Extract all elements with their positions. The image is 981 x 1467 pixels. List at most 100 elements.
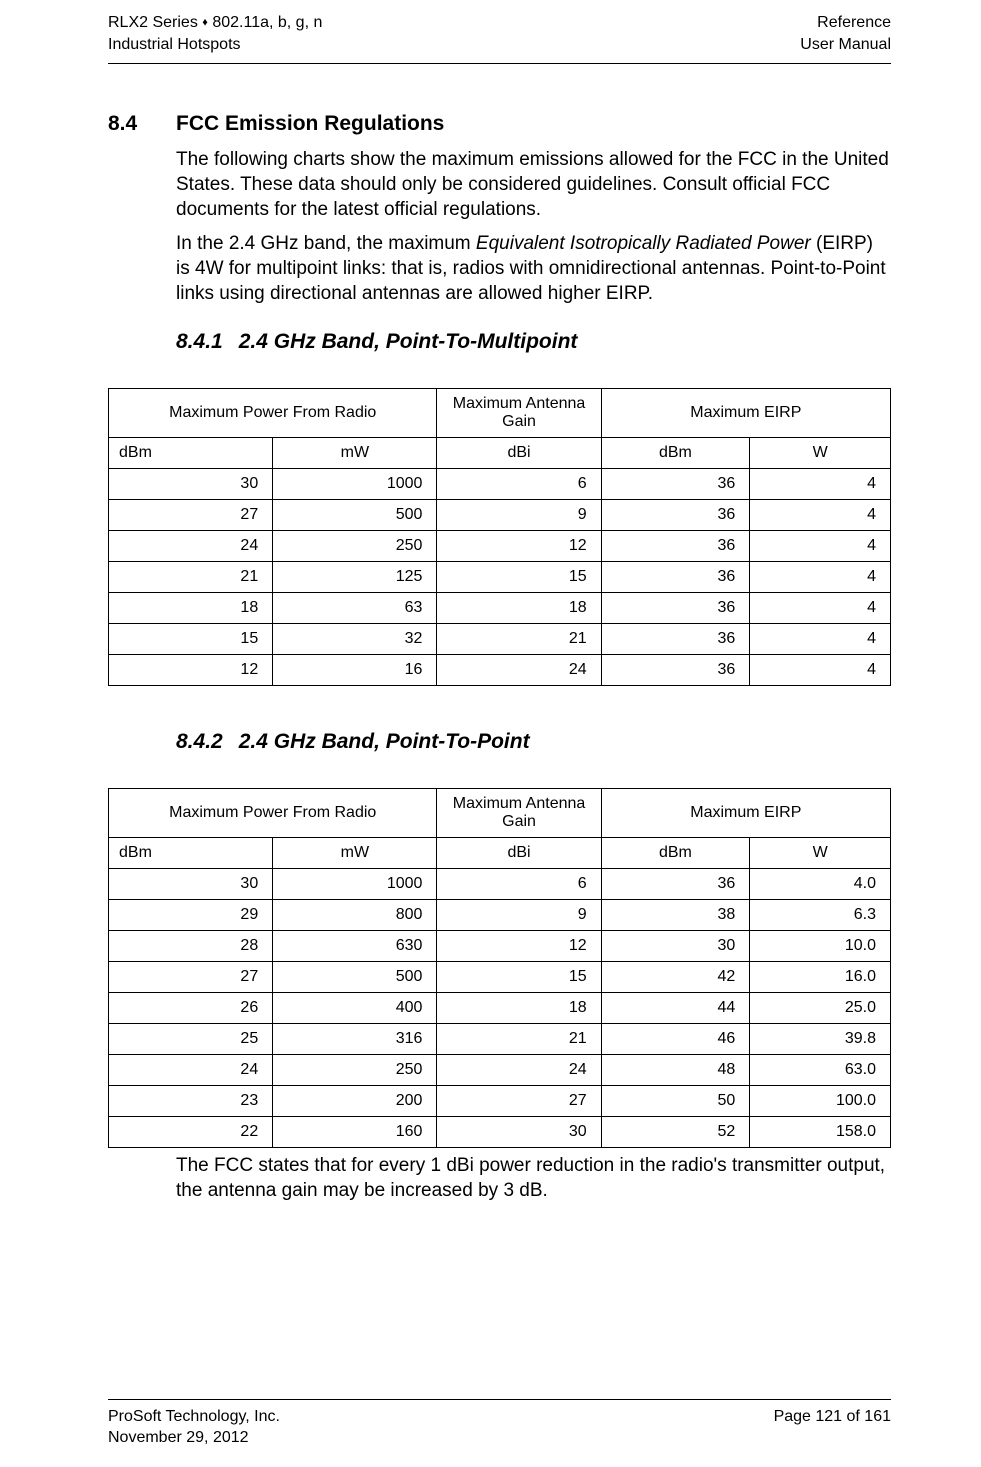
table-cell: 800 xyxy=(273,900,437,931)
table-row: 275009364 xyxy=(109,500,891,531)
table-cell: 63.0 xyxy=(750,1055,891,1086)
table-pointtopoint-body: 3010006364.0298009386.328630123010.02750… xyxy=(109,869,891,1148)
table-cell: 15 xyxy=(437,962,601,993)
subsection-1-heading: 8.4.12.4 GHz Band, Point-To-Multipoint xyxy=(176,330,891,354)
table-cell: 29 xyxy=(109,900,273,931)
unit-dbi: dBi xyxy=(437,438,601,469)
table-cell: 250 xyxy=(273,1055,437,1086)
table-cell: 4 xyxy=(750,500,891,531)
table-row: 3010006364.0 xyxy=(109,869,891,900)
table-cell: 48 xyxy=(601,1055,750,1086)
header-right-line2: User Manual xyxy=(800,34,891,56)
table-multipoint: Maximum Power From Radio Maximum Antenna… xyxy=(108,388,891,686)
table-cell: 42 xyxy=(601,962,750,993)
unit-dbm2: dBm xyxy=(601,438,750,469)
footer-row: ProSoft Technology, Inc. November 29, 20… xyxy=(108,1406,891,1449)
table-row: 26400184425.0 xyxy=(109,993,891,1024)
table-row: 2112515364 xyxy=(109,562,891,593)
section-heading: 8.4 FCC Emission Regulations xyxy=(108,112,891,136)
table-cell: 6.3 xyxy=(750,900,891,931)
table-cell: 63 xyxy=(273,593,437,624)
table-cell: 4.0 xyxy=(750,869,891,900)
table-cell: 15 xyxy=(437,562,601,593)
header-left-line2: Industrial Hotspots xyxy=(108,34,322,56)
col-header-eirp: Maximum EIRP xyxy=(601,389,890,438)
table-cell: 200 xyxy=(273,1086,437,1117)
table-cell: 24 xyxy=(437,655,601,686)
table-cell: 26 xyxy=(109,993,273,1024)
table-cell: 18 xyxy=(109,593,273,624)
table-cell: 9 xyxy=(437,500,601,531)
subsection-1-number: 8.4.1 xyxy=(176,330,223,353)
para2-a: In the 2.4 GHz band, the maximum xyxy=(176,233,476,254)
table-pointtopoint: Maximum Power From Radio Maximum Antenna… xyxy=(108,788,891,1148)
table-multipoint-body: 3010006364275009364242501236421125153641… xyxy=(109,469,891,686)
table-cell: 25 xyxy=(109,1024,273,1055)
table-row: 2425012364 xyxy=(109,531,891,562)
table-cell: 30 xyxy=(109,869,273,900)
section-title: FCC Emission Regulations xyxy=(176,112,444,136)
table-cell: 12 xyxy=(437,931,601,962)
table-row: 221603052158.0 xyxy=(109,1117,891,1148)
table-cell: 21 xyxy=(437,1024,601,1055)
subsection-2-heading: 8.4.2 2.4 GHz Band, Point-To-Point xyxy=(176,730,891,754)
table-cell: 16 xyxy=(273,655,437,686)
table-cell: 160 xyxy=(273,1117,437,1148)
subsection-2-number: 8.4.2 xyxy=(176,730,223,753)
table-cell: 158.0 xyxy=(750,1117,891,1148)
table-cell: 22 xyxy=(109,1117,273,1148)
table-cell: 27 xyxy=(437,1086,601,1117)
table-header-row: Maximum Power From Radio Maximum Antenna… xyxy=(109,789,891,838)
col-header-power: Maximum Power From Radio xyxy=(109,789,437,838)
table-cell: 500 xyxy=(273,962,437,993)
table-cell: 100.0 xyxy=(750,1086,891,1117)
table-cell: 125 xyxy=(273,562,437,593)
col-header-power: Maximum Power From Radio xyxy=(109,389,437,438)
unit-dbi: dBi xyxy=(437,838,601,869)
para2-emph: Equivalent Isotropically Radiated Power xyxy=(476,233,811,254)
section-para-1: The following charts show the maximum em… xyxy=(176,148,891,222)
unit-mw: mW xyxy=(273,438,437,469)
table-units-row: dBm mW dBi dBm W xyxy=(109,838,891,869)
table-cell: 9 xyxy=(437,900,601,931)
table-cell: 50 xyxy=(601,1086,750,1117)
col-header-eirp: Maximum EIRP xyxy=(601,789,890,838)
header-prefix: RLX2 Series xyxy=(108,14,202,31)
table-cell: 46 xyxy=(601,1024,750,1055)
footer-right: Page 121 of 161 xyxy=(774,1406,891,1449)
table-cell: 15 xyxy=(109,624,273,655)
table-row: 3010006364 xyxy=(109,469,891,500)
page-footer: ProSoft Technology, Inc. November 29, 20… xyxy=(108,1399,891,1449)
table-cell: 44 xyxy=(601,993,750,1024)
unit-w: W xyxy=(750,438,891,469)
table-cell: 1000 xyxy=(273,469,437,500)
footer-right-line1: Page 121 of 161 xyxy=(774,1406,891,1428)
table-cell: 4 xyxy=(750,531,891,562)
table-cell: 36 xyxy=(601,531,750,562)
table-row: 121624364 xyxy=(109,655,891,686)
table-units-row: dBm mW dBi dBm W xyxy=(109,438,891,469)
table-cell: 36 xyxy=(601,624,750,655)
table-cell: 24 xyxy=(437,1055,601,1086)
table-cell: 52 xyxy=(601,1117,750,1148)
footer-rule xyxy=(108,1399,891,1400)
table-cell: 12 xyxy=(437,531,601,562)
table-row: 298009386.3 xyxy=(109,900,891,931)
table-cell: 4 xyxy=(750,655,891,686)
table-cell: 30 xyxy=(109,469,273,500)
header-suffix: 802.11a, b, g, n xyxy=(208,14,322,31)
table-cell: 18 xyxy=(437,593,601,624)
table-cell: 6 xyxy=(437,869,601,900)
table-cell: 12 xyxy=(109,655,273,686)
table-cell: 36 xyxy=(601,593,750,624)
subsection-2-title: 2.4 GHz Band, Point-To-Point xyxy=(239,730,530,753)
table-cell: 21 xyxy=(109,562,273,593)
table-cell: 32 xyxy=(273,624,437,655)
table-row: 28630123010.0 xyxy=(109,931,891,962)
table-row: 186318364 xyxy=(109,593,891,624)
unit-mw: mW xyxy=(273,838,437,869)
table-cell: 1000 xyxy=(273,869,437,900)
unit-dbm2: dBm xyxy=(601,838,750,869)
table-cell: 316 xyxy=(273,1024,437,1055)
table-cell: 24 xyxy=(109,1055,273,1086)
